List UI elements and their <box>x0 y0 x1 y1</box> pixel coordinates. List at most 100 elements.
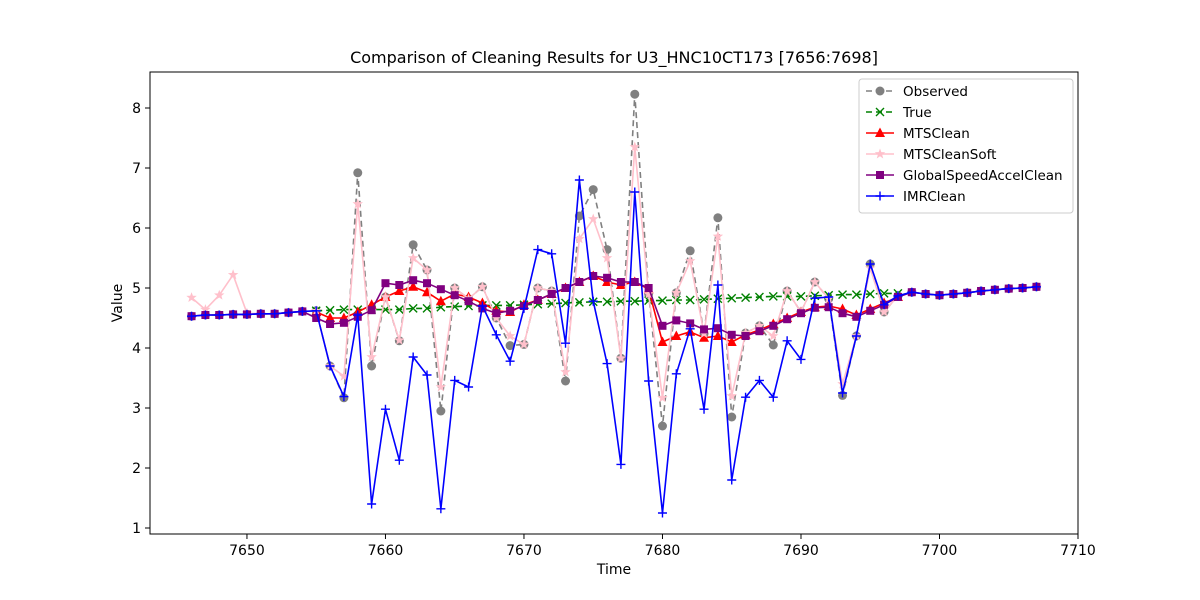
mtsclean-soft-point <box>504 330 516 341</box>
global-speed-accel-clean-point <box>852 312 861 321</box>
imrclean-point <box>1018 283 1028 293</box>
legend-label: GlobalSpeedAccelClean <box>903 168 1063 184</box>
mtsclean-soft-point <box>574 233 585 244</box>
global-speed-accel-clean-point <box>561 284 570 292</box>
global-speed-accel-clean-point <box>686 319 695 328</box>
imrclean-point <box>934 290 944 300</box>
imrclean-point <box>547 249 557 259</box>
true-point <box>574 297 584 307</box>
mtsclean-soft-point <box>601 252 613 263</box>
global-speed-accel-clean-point <box>533 296 542 304</box>
mtsclean-soft-point <box>407 252 419 263</box>
mtsclean-point <box>657 336 668 346</box>
global-speed-accel-clean-point <box>866 306 875 315</box>
mtsclean-point <box>435 295 446 306</box>
mtsclean-soft-point <box>421 264 433 275</box>
y-tick-label: 3 <box>132 401 141 417</box>
mtsclean-point <box>726 336 737 346</box>
observed-point <box>353 168 363 178</box>
mtsclean-soft-point <box>615 352 627 363</box>
imrclean-point <box>436 504 446 514</box>
global-speed-accel-clean-point <box>339 318 348 327</box>
observed-point <box>436 406 446 416</box>
imrclean-point <box>644 376 654 386</box>
global-speed-accel-clean-point <box>658 321 667 330</box>
true-point <box>630 296 640 306</box>
imrclean-point <box>657 508 667 518</box>
legend-item-observed: Observed <box>866 84 968 100</box>
global-speed-accel-clean-point <box>616 278 625 286</box>
imrclean-point <box>297 306 307 316</box>
global-speed-accel-clean-point <box>506 306 515 315</box>
observed-point <box>408 240 418 250</box>
legend-label: True <box>902 105 932 121</box>
mtsclean-point <box>325 312 336 322</box>
true-point <box>339 305 349 315</box>
true-point <box>796 291 806 301</box>
global-speed-accel-clean-point <box>367 306 376 315</box>
imrclean-point <box>505 356 515 366</box>
global-speed-accel-clean-point <box>810 303 819 312</box>
mtsclean-soft-point <box>878 306 890 317</box>
imrclean-point <box>838 388 848 398</box>
x-axis-label: Time <box>596 562 631 578</box>
legend-marker <box>875 86 885 96</box>
imrclean-point <box>325 361 335 371</box>
imrclean-point <box>630 187 640 197</box>
imrclean-point <box>990 285 1000 295</box>
imrclean-point <box>727 475 737 485</box>
y-tick-label: 6 <box>132 221 141 237</box>
imrclean-point <box>367 499 377 509</box>
mtsclean-soft-point <box>366 351 377 362</box>
imrclean-point <box>713 280 723 290</box>
y-axis-label: Value <box>110 284 126 322</box>
mtsclean-soft-point <box>186 292 197 303</box>
true-point <box>422 303 432 313</box>
imrclean-point <box>754 375 764 385</box>
mtsclean-soft-point <box>671 287 682 298</box>
mtsclean-soft-point <box>227 269 239 280</box>
global-speed-accel-clean-point <box>727 330 736 339</box>
global-speed-accel-clean-point <box>409 276 418 285</box>
observed-point <box>768 340 778 350</box>
observed-point <box>505 341 515 351</box>
true-point <box>754 292 764 302</box>
global-speed-accel-clean-point <box>713 324 722 333</box>
imrclean-point <box>962 288 972 298</box>
mtsclean-soft-point <box>768 330 779 341</box>
mtsclean-soft-point <box>643 288 654 299</box>
imrclean-point <box>477 301 487 311</box>
legend-marker <box>874 148 886 159</box>
mtsclean-soft-point <box>657 392 668 403</box>
series-imrclean <box>187 175 1041 518</box>
y-tick-label: 8 <box>132 101 141 117</box>
global-speed-accel-clean-point <box>547 290 556 298</box>
mtsclean-soft-point <box>380 291 391 302</box>
true-point <box>671 295 681 305</box>
global-speed-accel-clean-point <box>838 309 847 318</box>
true-point <box>768 291 778 301</box>
legend-label: IMRClean <box>903 189 966 205</box>
global-speed-accel-clean-point <box>436 285 445 294</box>
x-tick-label: 7680 <box>645 543 681 559</box>
imrclean-point <box>256 309 266 319</box>
mtsclean-soft-point <box>214 289 225 300</box>
mtsclean-soft-point <box>491 312 502 323</box>
imrclean-point <box>907 287 917 297</box>
imrclean-point <box>284 308 294 318</box>
imrclean-point <box>865 259 875 269</box>
observed-point <box>630 89 640 99</box>
true-point <box>325 305 335 315</box>
observed-point <box>657 421 667 431</box>
imrclean-point <box>422 370 432 380</box>
true-point <box>865 289 875 299</box>
mtsclean-point <box>712 330 723 340</box>
global-speed-accel-clean-point <box>672 316 681 325</box>
legend-box <box>858 78 1074 214</box>
imrclean-point <box>616 459 626 469</box>
imrclean-point <box>685 324 695 334</box>
true-point <box>685 295 695 305</box>
observed-point <box>588 185 598 195</box>
x-tick-label: 7710 <box>1060 543 1096 559</box>
imrclean-point <box>824 292 834 302</box>
